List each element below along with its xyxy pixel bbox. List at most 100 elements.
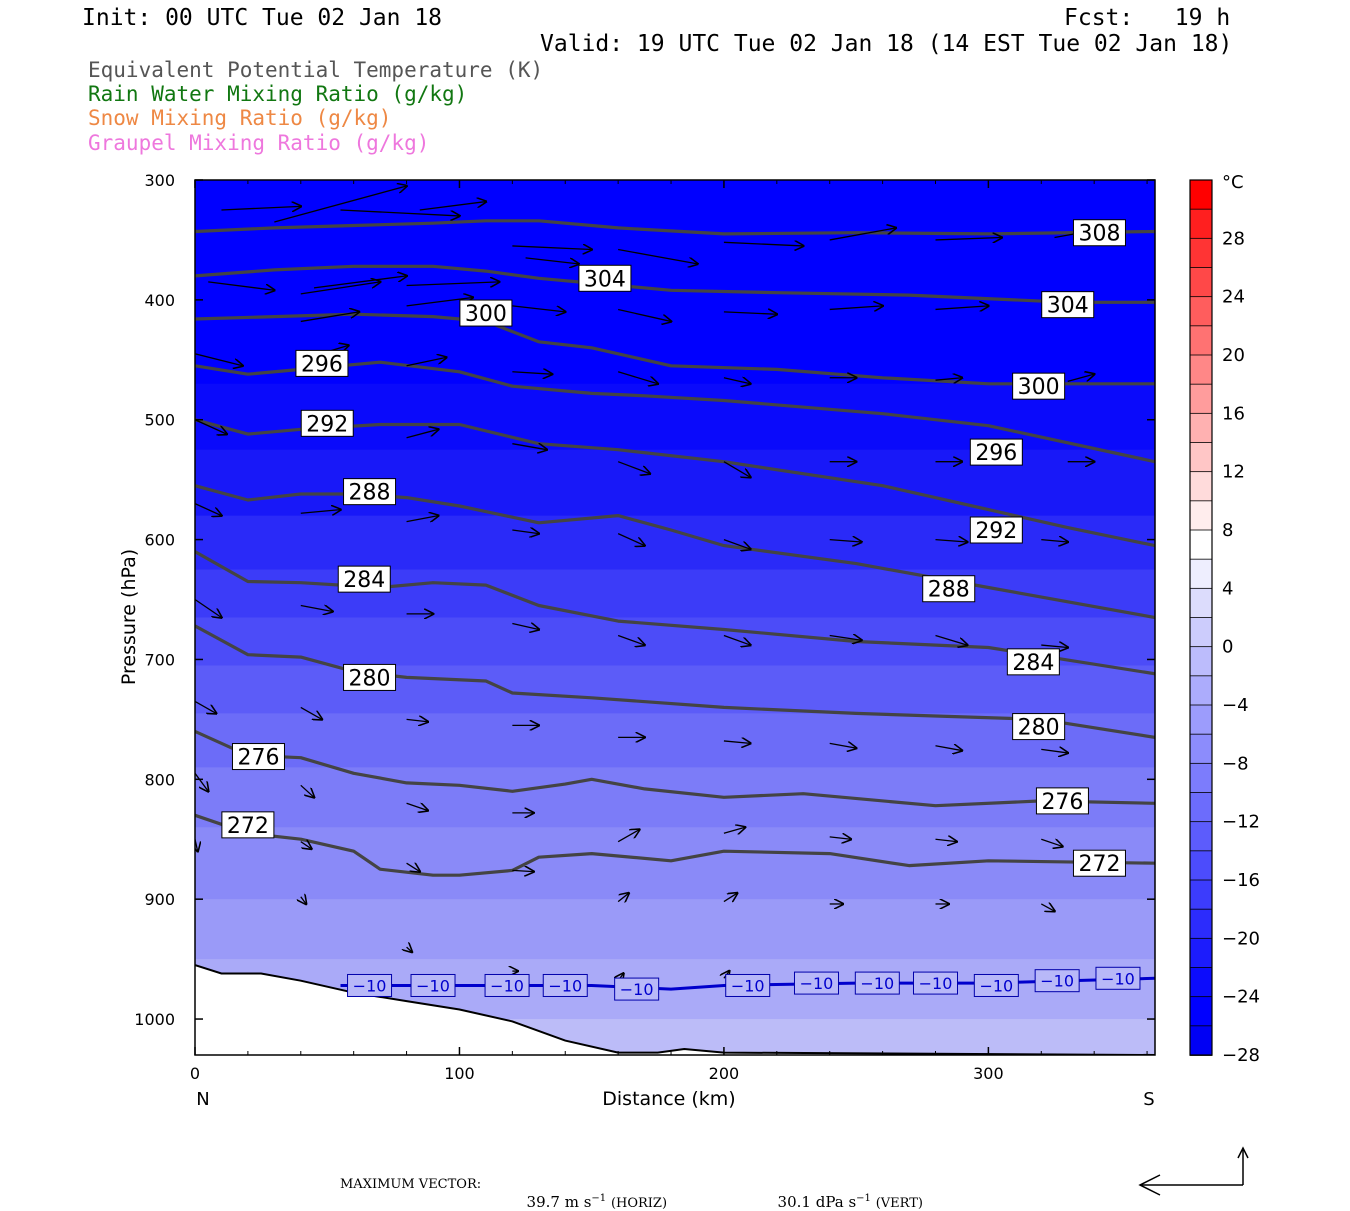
contour-label: 288 — [928, 578, 970, 603]
reference-vector — [1138, 1146, 1249, 1196]
y-tick-label: 900 — [144, 890, 175, 909]
contour-label: 296 — [301, 352, 343, 377]
contour-label: 292 — [975, 519, 1017, 544]
colorbar-swatch — [1189, 879, 1213, 911]
wind-vector — [829, 306, 883, 310]
wind-vector — [935, 746, 961, 751]
contour-label-box — [1041, 291, 1095, 319]
isotherm-minus-10 — [340, 976, 1155, 991]
contour-label: 280 — [1018, 716, 1060, 741]
theta-e-contour-272 — [195, 813, 1155, 877]
wind-vector — [406, 429, 439, 439]
contour-label: 300 — [1018, 375, 1060, 400]
axes: 300 400 500 600 700 800 900 1000 0 100 200 300 N S Dis… — [118, 171, 1156, 1110]
colorbar-swatch — [1189, 237, 1213, 269]
colorbar-swatch — [1189, 529, 1213, 561]
left-end-label: N — [196, 1089, 209, 1110]
wind-vector — [512, 305, 565, 312]
wind-vector — [617, 308, 671, 321]
contour-label: 272 — [227, 814, 269, 839]
contour-label-box — [1072, 219, 1126, 247]
contour-label-box — [295, 349, 349, 377]
wind-vector — [300, 842, 312, 849]
wind-vector — [300, 606, 333, 612]
colorbar-label: −28 — [1222, 1045, 1260, 1066]
wind-vector — [419, 202, 486, 211]
y-tick-label: 1000 — [134, 1010, 175, 1029]
wind-vector — [1041, 839, 1062, 846]
wind-vector — [617, 830, 639, 843]
theta-e-contour-292 — [195, 418, 1155, 548]
wind-vector — [829, 228, 896, 241]
contour-label: 288 — [349, 481, 391, 506]
isotherm-label-box — [793, 971, 839, 995]
wind-vector — [406, 297, 473, 307]
isotherm-label: −10 — [731, 976, 765, 995]
colorbar-swatch — [1189, 821, 1213, 852]
contour-label-box — [221, 811, 275, 839]
colorbar-swatch — [1189, 937, 1213, 969]
contour-label-box — [343, 663, 397, 691]
valid-time: Valid: 19 UTC Tue 02 Jan 18 (14 EST Tue … — [540, 31, 1233, 57]
theta-e-contour-276 — [195, 729, 1155, 808]
max-vector-label: MAXIMUM VECTOR: — [340, 1177, 482, 1192]
wind-vector — [406, 719, 428, 721]
vert-value: 30.1 dPa s — [777, 1193, 857, 1211]
contour-label: 272 — [1078, 852, 1120, 877]
colorbar-swatch — [1189, 733, 1213, 765]
temperature-fill — [195, 180, 1155, 1055]
wind-vector — [829, 837, 851, 839]
contour-label: 304 — [1047, 294, 1089, 319]
x-tick-label: 200 — [709, 1064, 740, 1083]
colorbar-swatch — [1189, 325, 1213, 356]
contour-label-box — [1006, 648, 1060, 676]
colorbar-swatch — [1189, 762, 1213, 794]
contour-labels: 272 272 276 276 280 280 284 284 288 288 292 292 296 2… — [221, 219, 1141, 1001]
colorbar-swatch — [1189, 617, 1213, 648]
contour-label-box — [578, 264, 632, 292]
wind-vector — [512, 623, 538, 629]
wind-vector — [723, 538, 750, 550]
colorbar-label: 12 — [1222, 462, 1245, 483]
legend-graupel-mixing-ratio: Graupel Mixing Ratio (g/kg) — [88, 131, 430, 155]
theta-e-contour-284 — [195, 550, 1155, 676]
wind-vector — [195, 772, 208, 791]
wind-vector — [512, 372, 552, 374]
wind-vector — [935, 238, 1001, 240]
colorbar-swatch — [1189, 471, 1213, 502]
wind-vector — [617, 461, 650, 474]
wind-vector — [300, 784, 314, 797]
colorbar-swatch — [1189, 996, 1213, 1027]
wind-vector — [723, 378, 750, 384]
contour-label-box — [459, 299, 513, 327]
theta-e-contour-280 — [195, 624, 1155, 739]
legend-equivalent-potential-temperature: Equivalent Potential Temperature (K) — [88, 58, 544, 82]
contour-label-box — [922, 575, 976, 603]
contour-label: 308 — [1078, 222, 1120, 247]
wind-vector — [407, 947, 412, 952]
wind-vector — [406, 803, 428, 810]
wind-vector — [1041, 540, 1067, 542]
wind-vector — [406, 863, 420, 871]
max-vector-vert: 30.1 dPa s−1 (VERT) — [768, 1175, 923, 1211]
colorbar-label: −4 — [1222, 695, 1249, 716]
isotherm-label: −10 — [979, 976, 1013, 995]
x-tick-label: 100 — [444, 1064, 475, 1083]
horiz-unit: (HORIZ) — [610, 1196, 668, 1211]
colorbar-swatch — [1189, 587, 1213, 619]
wind-vector — [617, 893, 629, 901]
init-time: Init: 00 UTC Tue 02 Jan 18 — [82, 5, 443, 31]
colorbar-swatch — [1189, 850, 1213, 881]
isotherm-label-box — [1034, 969, 1080, 993]
colorbar-swatch — [1189, 704, 1213, 736]
colorbar-label: 8 — [1222, 520, 1233, 541]
colorbar-label: −24 — [1222, 987, 1260, 1008]
colorbar-unit: °C — [1222, 172, 1244, 193]
legend-rain-water-mixing-ratio: Rain Water Mixing Ratio (g/kg) — [88, 82, 468, 106]
isotherm-label-box — [410, 973, 456, 997]
isotherm-label-box — [973, 973, 1019, 997]
contour-label: 300 — [465, 302, 507, 327]
wind-vector — [723, 242, 803, 246]
isotherm-label: −10 — [416, 976, 450, 995]
wind-vector — [1067, 374, 1094, 382]
